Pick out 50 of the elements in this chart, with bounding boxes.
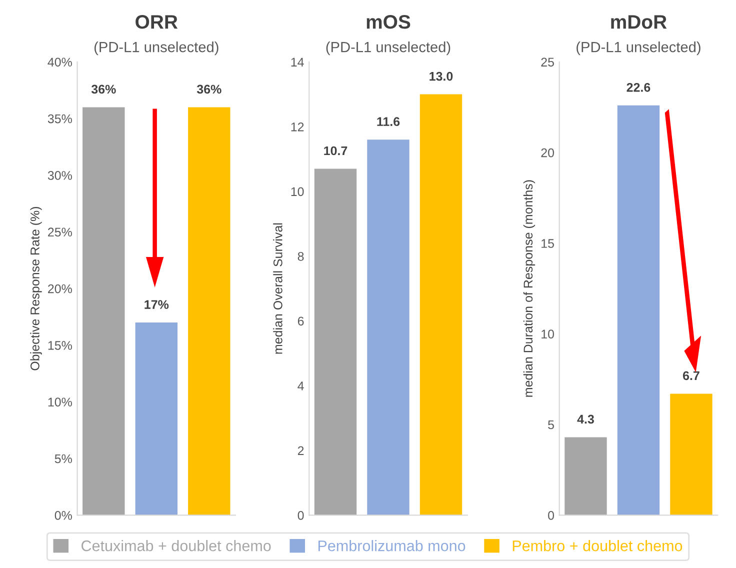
chart-subtitle: (PD-L1 unselected)	[326, 42, 450, 56]
y-tick-label: 0%	[54, 510, 72, 520]
legend-label: Pembrolizumab mono	[318, 540, 466, 552]
y-tick-label: 0	[548, 510, 554, 520]
data-label: 10.7	[324, 146, 348, 156]
y-tick-label: 10	[542, 330, 554, 339]
y-tick-label: 14	[291, 58, 304, 66]
y-tick-label: 20	[541, 148, 554, 158]
data-label: 13.0	[430, 72, 453, 81]
bar	[314, 168, 357, 516]
data-label: 11.6	[377, 117, 400, 126]
bar	[564, 437, 607, 516]
bar	[670, 394, 712, 516]
data-label: 22.6	[626, 82, 650, 92]
legend-label: Cetuximab + doublet chemo	[82, 540, 271, 552]
y-tick-label: 25%	[48, 228, 72, 237]
y-tick-label: 5	[548, 420, 554, 430]
chart-subtitle: (PD-L1 unselected)	[576, 42, 700, 56]
y-tick-label: 30%	[48, 171, 72, 180]
chart-title: ORR	[136, 15, 178, 29]
y-tick-label: 20%	[48, 284, 72, 294]
y-tick-label: 10%	[48, 398, 72, 407]
data-label: 6.7	[682, 371, 700, 380]
chart-title: mOS	[366, 15, 410, 29]
y-axis-title: median Duration of Response (months)	[523, 180, 536, 397]
y-tick-label: 40%	[48, 58, 72, 67]
y-tick-label: 35%	[48, 114, 72, 124]
y-tick-label: 10	[291, 187, 304, 196]
y-tick-label: 15	[542, 239, 554, 248]
y-tick-label: 8	[298, 252, 304, 261]
data-label: 4.3	[577, 414, 594, 424]
chart-subtitle: (PD-L1 unselected)	[94, 42, 218, 56]
data-label: 17%	[144, 300, 169, 309]
y-tick-label: 5%	[54, 454, 72, 464]
y-tick-label: 6	[298, 316, 304, 326]
chart-title: mDoR	[611, 15, 667, 29]
data-label: 36%	[196, 84, 222, 94]
data-label: 36%	[91, 84, 116, 94]
y-tick-label: 12	[291, 122, 304, 132]
y-tick-label: 0	[298, 510, 304, 520]
bar	[617, 105, 660, 516]
y-tick-label: 2	[298, 446, 304, 455]
bar	[367, 140, 410, 516]
bar	[420, 94, 462, 516]
legend-label: Pembro + doublet chemo	[512, 540, 682, 552]
y-axis-title: median Overall Survival	[273, 223, 282, 354]
y-tick-label: 15%	[48, 341, 72, 350]
y-axis-title: Objective Response Rate (%)	[30, 206, 42, 370]
y-tick-label: 4	[298, 382, 304, 390]
y-tick-label: 25	[541, 58, 554, 67]
